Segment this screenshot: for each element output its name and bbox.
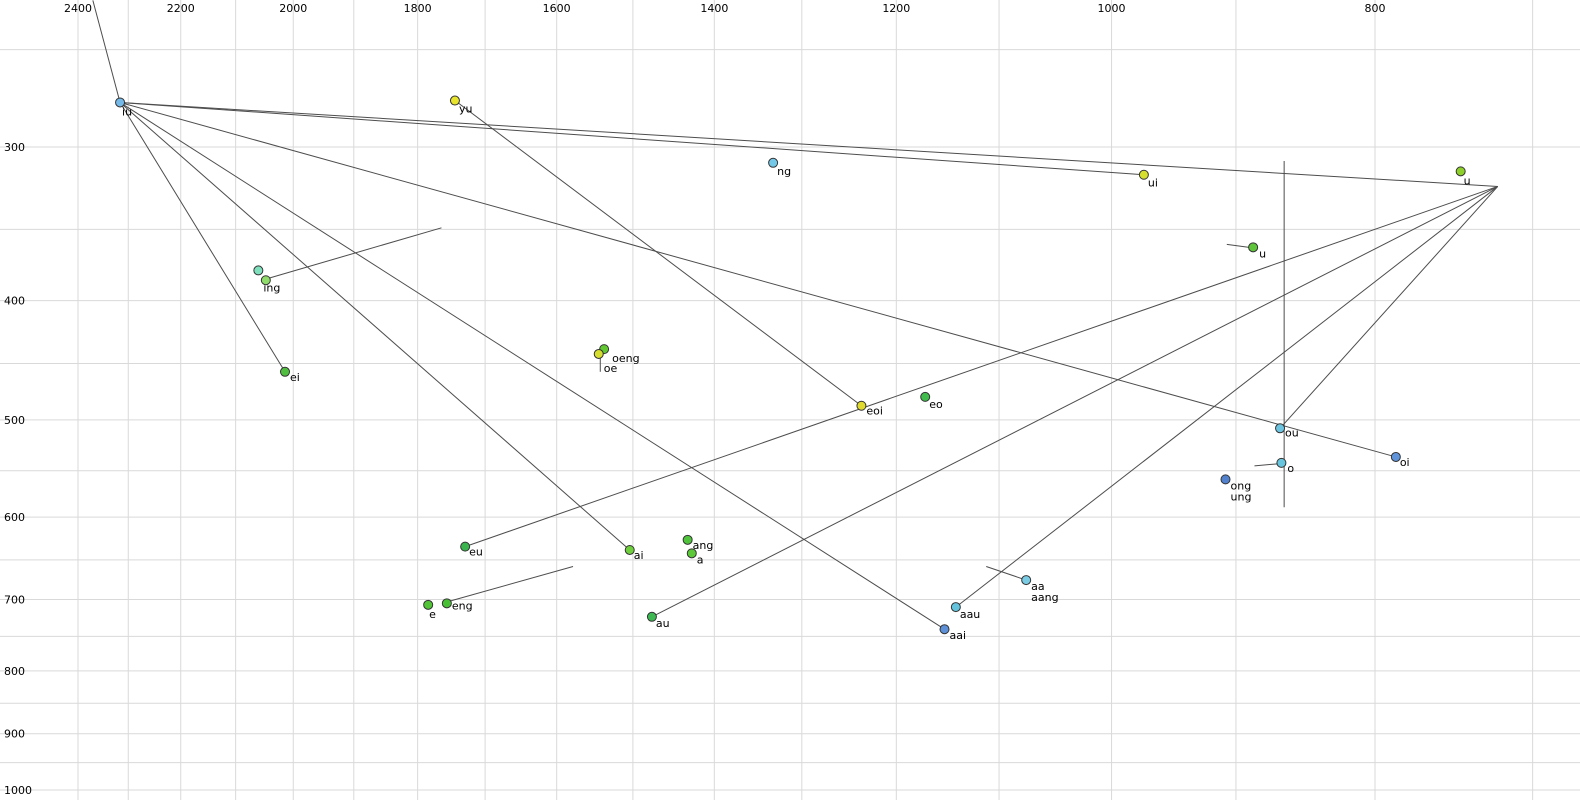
- data-point-au[interactable]: [646, 611, 657, 622]
- trajectory-line-eoi-to-yu: [454, 100, 862, 407]
- x-axis-label-1000: 1000: [1098, 2, 1126, 15]
- y-axis-label-700: 700: [4, 594, 25, 607]
- data-point-aai[interactable]: [939, 624, 950, 635]
- trajectory-line-ou-to-u: [1279, 186, 1499, 429]
- data-point-yu[interactable]: [449, 95, 460, 106]
- point-label-ou: ou: [1285, 426, 1299, 439]
- point-label-yu: yu: [459, 103, 472, 116]
- data-point-u-top[interactable]: [1455, 166, 1466, 177]
- point-label-u-top: u: [1464, 174, 1471, 187]
- point-label-ung: ung: [1231, 490, 1252, 503]
- trajectory-line-iu-to-u: [120, 101, 1498, 187]
- data-point-a[interactable]: [686, 548, 697, 559]
- point-label-ng: ng: [777, 165, 791, 178]
- point-label-a: a: [697, 553, 704, 566]
- data-point-ai[interactable]: [624, 544, 635, 555]
- y-axis-label-500: 500: [4, 414, 25, 427]
- point-label-oeng: oeng: [612, 352, 639, 365]
- x-axis-label-1800: 1800: [404, 2, 432, 15]
- point-label-aang: aang: [1031, 591, 1058, 604]
- data-point-oe[interactable]: [593, 348, 604, 359]
- point-label-eng: eng: [452, 599, 473, 612]
- trajectory-line-aa-tick: [986, 565, 1027, 581]
- trajectory-line-ei-to-i: [119, 102, 286, 373]
- data-point-ing[interactable]: [253, 265, 264, 276]
- data-point-aau[interactable]: [950, 602, 961, 613]
- data-point-ei[interactable]: [280, 366, 291, 377]
- trajectory-line-eu-to-u: [464, 185, 1498, 548]
- point-label-aau: aau: [960, 608, 980, 621]
- point-label-oi: oi: [1400, 456, 1410, 469]
- point-label-o: o: [1287, 462, 1294, 475]
- point-label-eoi: eoi: [866, 405, 883, 418]
- y-axis-label-300: 300: [4, 141, 25, 154]
- point-label-aa: aa: [1031, 580, 1044, 593]
- y-axis-label-800: 800: [4, 665, 25, 678]
- x-axis-label-2000: 2000: [279, 2, 307, 15]
- point-label-oe: oe: [604, 362, 618, 375]
- data-point-ou[interactable]: [1275, 423, 1286, 434]
- point-label-ong: ong: [1231, 479, 1252, 492]
- data-point-eoi[interactable]: [856, 400, 867, 411]
- x-axis-label-2400: 2400: [64, 2, 92, 15]
- point-label-u-mid: u: [1259, 247, 1266, 260]
- data-point-e[interactable]: [423, 599, 434, 610]
- trajectory-line-aau-to-u: [955, 186, 1499, 608]
- trajectory-line-ai-to-i: [119, 102, 631, 551]
- y-axis-label-900: 900: [4, 728, 25, 741]
- x-axis-label-1200: 1200: [882, 2, 910, 15]
- point-label-ei: ei: [290, 371, 300, 384]
- x-axis-label-800: 800: [1365, 2, 1386, 15]
- point-label-au: au: [656, 617, 670, 630]
- data-point-ong[interactable]: [1220, 474, 1231, 485]
- data-point-oi[interactable]: [1390, 451, 1401, 462]
- point-label-e: e: [429, 608, 436, 621]
- data-point-ui[interactable]: [1138, 169, 1149, 180]
- data-point-o[interactable]: [1276, 457, 1287, 468]
- point-label-ui: ui: [1148, 177, 1158, 190]
- data-point-u-mid[interactable]: [1248, 242, 1259, 253]
- data-point-ng[interactable]: [768, 157, 779, 168]
- x-axis-label-1400: 1400: [700, 2, 728, 15]
- x-axis-label-1600: 1600: [543, 2, 571, 15]
- trajectory-line-o-tick: [1254, 463, 1278, 467]
- y-axis-label-1000: 1000: [4, 784, 32, 797]
- data-point-eng[interactable]: [441, 598, 452, 609]
- trajectory-line-ing-tick: [261, 227, 442, 281]
- point-label-ang: ang: [693, 539, 714, 552]
- data-point-ing2[interactable]: [260, 275, 271, 286]
- x-axis-label-2200: 2200: [167, 2, 195, 15]
- point-label-ai: ai: [634, 549, 644, 562]
- trajectory-line-au-to-u: [651, 186, 1498, 618]
- data-point-aa[interactable]: [1021, 575, 1032, 586]
- data-point-iu[interactable]: [115, 97, 126, 108]
- point-label-iu: iu: [122, 105, 132, 118]
- point-label-eu: eu: [469, 546, 483, 559]
- trajectory-line-ui-to-i: [120, 101, 1144, 176]
- trajectory-line-oi-to-i: [119, 101, 1396, 458]
- y-axis-label-400: 400: [4, 295, 25, 308]
- trajectory-line-eng-tick: [450, 565, 574, 602]
- trajectory-line-u-mid-tick: [1226, 243, 1250, 248]
- data-point-eo[interactable]: [920, 391, 931, 402]
- point-label-eo: eo: [929, 398, 943, 411]
- y-axis-label-600: 600: [4, 511, 25, 524]
- data-point-ang[interactable]: [682, 534, 693, 545]
- trajectory-line-aai-to-i: [119, 102, 945, 630]
- point-label-aai: aai: [950, 629, 967, 642]
- trajectory-line-iu-onset: [92, 0, 121, 103]
- data-point-eu[interactable]: [460, 541, 471, 552]
